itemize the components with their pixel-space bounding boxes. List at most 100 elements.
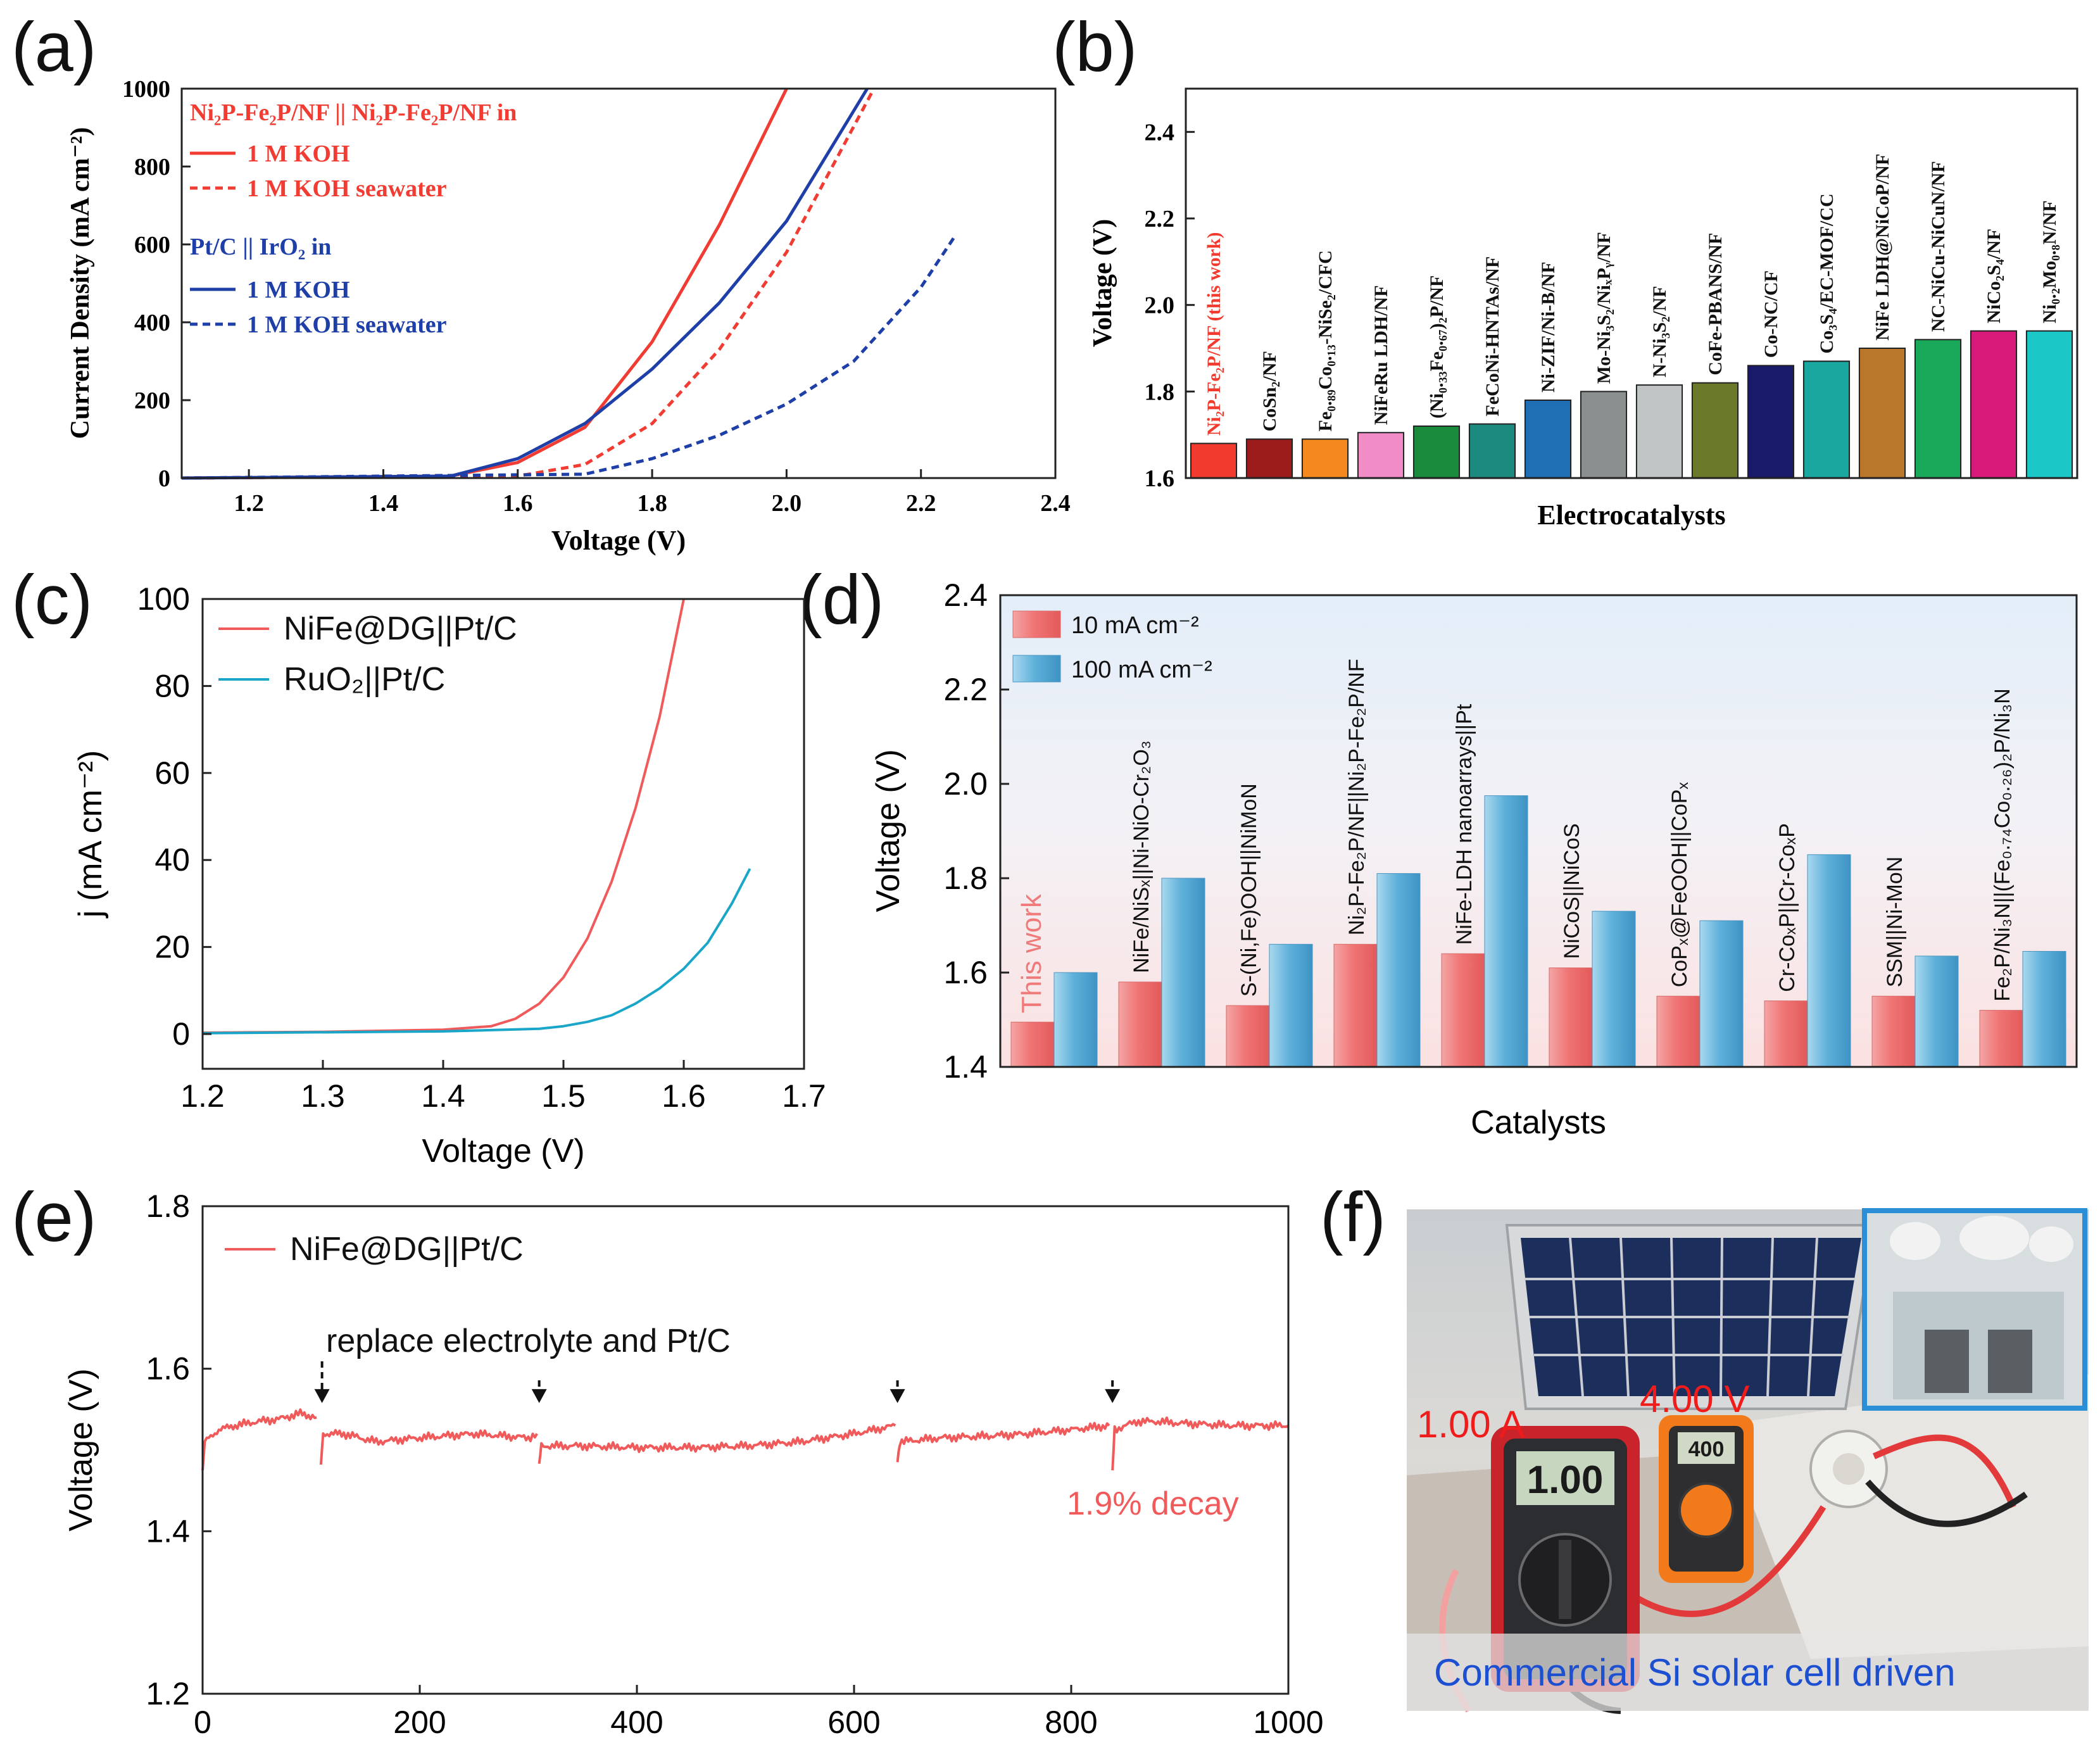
panel-c-ytick-label: 20 <box>154 930 190 965</box>
panel-b-ytick-label: 2.2 <box>1145 206 1175 232</box>
panel-b-bar-label: Fe₀.₈₉Co₀.₁₃-NiSe₂/CFC <box>1315 250 1336 431</box>
panel-e-arrow-head <box>890 1389 905 1403</box>
panel-d-bar-label: CoPₓ@FeOOH||CoPₓ <box>1668 782 1692 988</box>
panel-b-bar <box>1635 384 1683 479</box>
panel-c-ytick-label: 80 <box>154 668 190 703</box>
panel-b-bar-label: Ni-ZIF/Ni-B/NF <box>1538 262 1559 393</box>
panel-a-xtick-label: 2.4 <box>1040 490 1071 517</box>
panel-d-bar-10 <box>1764 1000 1808 1068</box>
panel-e-arrow-head <box>314 1389 330 1403</box>
panel-d-ytick-label: 2.2 <box>943 672 988 707</box>
panel-e-xtick-label: 600 <box>827 1705 880 1740</box>
panel-b-bar-label: Mo-Ni₃S₂/NiₓPᵧ/NF <box>1594 232 1614 384</box>
panel-e-ytick-label: 1.4 <box>146 1513 190 1549</box>
panel-d-bar-label: Cr-CoₓP||Cr-CoₓP <box>1775 823 1799 992</box>
panel-b-bar-label: Co₃S₄/EC-MOF/CC <box>1816 194 1837 354</box>
panel-label-e: (e) <box>11 1178 96 1256</box>
panel-e-arrow-head <box>531 1389 547 1403</box>
panel-b-bar <box>1914 339 1962 479</box>
panel-d-bar-10 <box>1226 1005 1270 1068</box>
panel-b-bar-label: (Ni₀.₃₃Fe₀.₆₇)₂P/NF <box>1426 275 1447 419</box>
meter2-display: 400 <box>1688 1437 1725 1461</box>
panel-d-bar-100 <box>1269 943 1313 1068</box>
inset-electrolyzer-photo <box>1862 1208 2087 1411</box>
panel-a-xtick-label: 1.4 <box>368 490 399 517</box>
panel-c-legend: NiFe@DG||Pt/C RuO₂||Pt/C <box>218 610 517 698</box>
panel-b-bar-label: Co-NC/CF <box>1761 270 1782 358</box>
panel-b-bar-label: NC-NiCu-NiCuN/NF <box>1928 161 1949 332</box>
panel-d-legend-swatch-2 <box>1012 655 1061 683</box>
panel-e-series-segment-1 <box>201 1408 317 1471</box>
panel-a-xtick-label: 1.8 <box>637 490 667 517</box>
panel-a-xtick-label: 2.0 <box>772 490 802 517</box>
panel-c-series-2 <box>202 868 751 1035</box>
panel-label-a: (a) <box>11 8 96 86</box>
panel-d-bar-label: SSM||Ni-MoN <box>1883 857 1907 988</box>
panel-a-series-4 <box>181 236 956 480</box>
panel-d-legend-label-1: 10 mA cm⁻² <box>1071 612 1199 639</box>
panel-c-series-1 <box>202 598 685 1034</box>
panel-d-bar-10 <box>1979 1010 2023 1068</box>
panel-a-ytick-label: 200 <box>134 388 170 414</box>
panel-d-bar-100 <box>1161 878 1205 1068</box>
panel-b-ytick-label: 2.0 <box>1145 293 1175 319</box>
panel-a-xtick-label: 1.2 <box>234 490 264 517</box>
panel-d-ytick-label: 1.8 <box>943 860 988 896</box>
panel-c-legend-label-1: NiFe@DG||Pt/C <box>284 610 517 647</box>
panel-d-bar-100 <box>1592 911 1636 1068</box>
panel-b-chart: Ni₂P-Fe₂P/NF (this work) CoSn₂/NF Fe₀.₈₉Co… <box>1088 87 2078 531</box>
panel-a-ytick-label: 600 <box>134 232 170 258</box>
panel-d-frame <box>999 594 2078 1068</box>
panel-c-xlabel: Voltage (V) <box>422 1133 584 1169</box>
panel-e-series-segment-4 <box>896 1421 1110 1463</box>
panel-label-c: (c) <box>11 561 92 639</box>
panel-c-ytick-label: 100 <box>137 581 190 617</box>
panel-a-xlabel: Voltage (V) <box>551 525 686 556</box>
panel-b-bar-label: CoSn₂/NF <box>1259 351 1280 431</box>
panel-d-bar-10 <box>1118 981 1162 1068</box>
panel-c-ytick-label: 0 <box>172 1016 190 1052</box>
panel-e-frame <box>201 1205 1290 1695</box>
panel-c-xtick-label: 1.2 <box>180 1078 225 1114</box>
panel-b-bar <box>1747 365 1795 479</box>
panel-c-xtick-label: 1.6 <box>662 1078 706 1114</box>
panel-c-xtick-label: 1.4 <box>421 1078 465 1114</box>
panel-d-bar-100 <box>1484 795 1528 1068</box>
panel-d-bar-100 <box>1053 972 1098 1068</box>
multimeter-voltage: 400 <box>1659 1415 1754 1583</box>
panel-a-legend-title-2: Pt/C || IrO₂ in <box>190 234 331 260</box>
panel-d-bar-label: NiFe/NiSₓ||Ni-NiO-Cr₂O₃ <box>1129 740 1154 973</box>
panel-b-bar <box>1970 330 2018 479</box>
panel-a-legend-label-1: 1 M KOH <box>247 141 350 167</box>
panel-c-xtick-label: 1.3 <box>301 1078 345 1114</box>
panel-d-bar-label: NiFe-LDH nanoarrays||Pt <box>1452 703 1476 945</box>
panel-a-chart: 1.2 1.4 1.6 1.8 2.0 2.2 2.4 0 200 400 600 800 1000 V… <box>66 76 1071 556</box>
panel-a-ytick-label: 1000 <box>122 76 170 103</box>
panel-b-bar <box>1412 425 1461 479</box>
panel-d-bar-label: Ni₂P-Fe₂P/NF||Ni₂P-Fe₂P/NF <box>1345 659 1369 935</box>
panel-d-bar-10 <box>1010 1021 1055 1068</box>
panel-label-d: (d) <box>799 561 884 639</box>
panel-c-frame <box>201 598 805 1070</box>
panel-b-bar <box>1301 438 1349 479</box>
panel-b-bar <box>1190 443 1238 479</box>
panel-b-ylabel: Voltage (V) <box>1088 219 1117 348</box>
panel-d-ytick-label: 2.0 <box>943 766 988 802</box>
panel-e-legend-label: NiFe@DG||Pt/C <box>290 1231 524 1268</box>
panel-d-bar-10 <box>1871 995 1916 1068</box>
panel-e-ytick-label: 1.6 <box>146 1351 190 1387</box>
panel-c-legend-label-2: RuO₂||Pt/C <box>284 661 445 698</box>
panel-d-bar-10 <box>1441 953 1485 1068</box>
panel-d-ytick-label: 1.6 <box>943 955 988 990</box>
panel-b-bar-label: Ni₀.₂Mo₀.₈N/NF <box>2039 200 2060 323</box>
panel-c-chart: 1.2 1.3 1.4 1.5 1.6 1.7 0 20 40 60 80 100 Voltage (… <box>72 581 826 1169</box>
caption-bar <box>1407 1634 2089 1711</box>
panel-d-bar-label: Fe₂P/Ni₃N||(Fe₀.₇₄Co₀.₂₆)₂P/Ni₃N <box>1990 688 2015 1001</box>
panel-d-bar-100 <box>1699 920 1744 1068</box>
panel-d-legend: 10 mA cm⁻² 100 mA cm⁻² <box>1012 610 1212 683</box>
panel-a-legend-label-2: 1 M KOH seawater <box>247 175 447 202</box>
led-module <box>1809 1430 1888 1508</box>
panel-b-bar-label: NiFeRu LDH/NF <box>1371 285 1392 425</box>
panel-c-ylabel: j (mA cm⁻²) <box>72 750 109 919</box>
panel-e-series-segment-3 <box>538 1423 896 1465</box>
